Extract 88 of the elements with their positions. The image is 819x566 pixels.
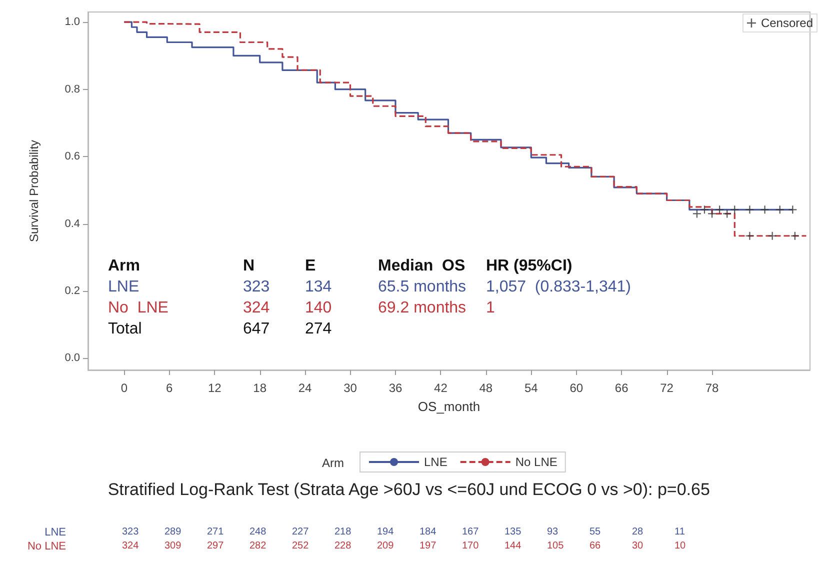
x-tick-label: 54	[524, 381, 538, 395]
x-tick-label: 42	[434, 381, 448, 395]
point	[776, 206, 784, 214]
x-tick-label: 60	[570, 381, 584, 395]
legend-title: Arm	[322, 456, 344, 470]
text: 93	[547, 526, 559, 538]
text: 135	[504, 526, 522, 538]
y-tick-label: 1.0	[64, 16, 80, 28]
text: 184	[420, 526, 437, 538]
point	[768, 232, 776, 240]
annotation: 69.2 months	[378, 300, 466, 316]
text: 167	[462, 526, 480, 538]
annotation: E	[305, 258, 316, 274]
text: 144	[504, 540, 522, 552]
x-tick-label: 6	[166, 381, 174, 395]
point	[723, 210, 732, 218]
text: 105	[547, 540, 564, 552]
legend-label: No LNE	[515, 455, 558, 469]
annotation: 1	[486, 300, 495, 316]
annotation: No LNE	[108, 300, 168, 316]
x-tick-label: 24	[298, 381, 312, 395]
text: 218	[334, 526, 352, 538]
x-tick-label: 72	[660, 381, 674, 395]
text: 10	[674, 540, 686, 552]
annotation: Median OS	[378, 258, 466, 274]
x-tick-label: 48	[479, 381, 493, 395]
x-tick-label: 12	[208, 381, 222, 395]
text: 55	[590, 526, 602, 538]
y-tick-label: 0.2	[64, 285, 80, 298]
point	[708, 210, 716, 218]
point	[700, 206, 708, 214]
x-tick-label: 78	[705, 381, 720, 395]
text: No LNE	[27, 540, 66, 552]
text: 248	[250, 526, 267, 538]
annotation: 323	[243, 278, 270, 296]
annotation: 274	[305, 320, 332, 338]
point	[692, 210, 701, 218]
text: 282	[250, 540, 267, 552]
point	[730, 206, 739, 214]
text: LNE	[44, 526, 66, 538]
y-axis-title: Survival Probability	[27, 140, 41, 242]
point	[790, 232, 799, 240]
text: 323	[122, 526, 140, 538]
point	[788, 206, 797, 214]
y-tick-label: 0.6	[64, 150, 80, 163]
point	[716, 206, 724, 214]
point	[760, 206, 769, 214]
text: Stratified Log-Rank Test (Strata Age >60J vs <=60J und ECOG 0 vs >0): p=0.65	[108, 480, 710, 499]
legend-label: Censored	[760, 16, 813, 30]
annotation: 134	[305, 278, 332, 296]
annotation: 647	[243, 320, 270, 338]
annotation: N	[243, 258, 255, 274]
x-tick-label: 66	[614, 381, 629, 395]
text: 271	[207, 526, 224, 538]
y-tick-label: 0.4	[64, 218, 80, 230]
x-tick-label: 36	[388, 381, 402, 395]
point	[746, 232, 754, 240]
text: 28	[632, 526, 644, 538]
y-tick-label: 0.0	[64, 352, 80, 364]
text: 30	[632, 540, 644, 552]
text: 209	[377, 540, 394, 552]
annotation: Arm	[108, 258, 140, 274]
text: 197	[420, 540, 437, 552]
x-tick-label: 30	[344, 381, 358, 395]
legend-label: LNE	[424, 455, 448, 469]
text: 228	[334, 540, 352, 552]
text: 289	[164, 526, 182, 538]
text: 227	[292, 526, 310, 538]
y-tick-label: 0.8	[64, 83, 80, 96]
annotation: 1,057 (0.833-1,341)	[486, 278, 631, 296]
x-tick-label: 0	[120, 381, 128, 395]
text: 66	[590, 540, 602, 552]
x-axis-title: OS_month	[418, 399, 480, 414]
x-tick-label: 18	[253, 381, 267, 395]
text: 252	[292, 540, 310, 552]
annotation: 140	[305, 300, 332, 316]
annotation: Total	[108, 320, 142, 338]
annotation: 324	[243, 300, 270, 316]
text: 309	[164, 540, 182, 552]
text: 170	[462, 540, 480, 552]
text: 324	[122, 540, 140, 552]
annotation: HR (95%CI)	[486, 258, 572, 274]
text: 194	[377, 526, 394, 538]
text: 11	[674, 526, 686, 538]
text: 297	[207, 540, 224, 552]
point	[746, 206, 754, 214]
annotation: 65.5 months	[378, 278, 466, 296]
annotation: LNE	[108, 278, 140, 296]
